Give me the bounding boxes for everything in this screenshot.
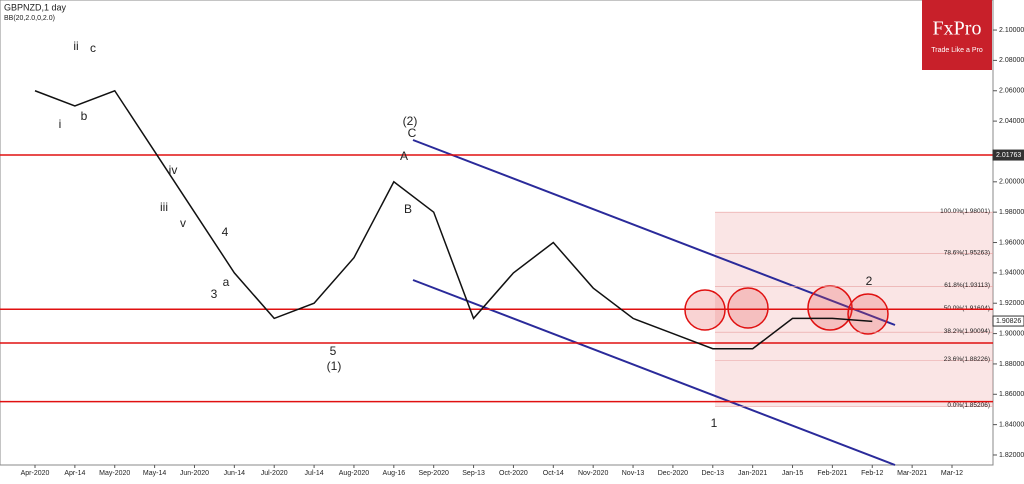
x-tick-label: Oct-14: [543, 470, 564, 477]
wave-label: a: [223, 275, 230, 289]
wave-label: i: [59, 117, 62, 131]
x-tick-label: Apr-2020: [21, 470, 50, 477]
y-tick-label: 1.84000: [999, 421, 1024, 428]
wave-label: iii: [160, 200, 168, 214]
x-tick-label: Aug-2020: [339, 470, 369, 477]
x-tick-label: Jun-14: [224, 470, 246, 477]
wave-label: c: [90, 41, 96, 55]
y-tick-label: 1.98000: [999, 209, 1024, 216]
circle: [847, 293, 889, 335]
logo-tagline: Trade Like a Pro: [931, 47, 983, 54]
x-tick-label: Jan-15: [782, 470, 804, 477]
x-tick-label: Sep-13: [462, 470, 485, 477]
x-tick-label: Sep-2020: [419, 470, 449, 477]
circle: [807, 285, 853, 331]
y-tick-label: 2.04000: [999, 118, 1024, 125]
circle: [684, 289, 726, 331]
channel-upper: [412, 139, 896, 326]
x-tick-label: Jul-2020: [261, 470, 288, 477]
wave-label: 4: [222, 225, 229, 239]
wave-label: 1: [711, 416, 718, 430]
fib-label: 100.0%(1.98001): [940, 208, 990, 215]
x-tick-label: May-2020: [99, 470, 130, 477]
channel-lower: [412, 279, 896, 466]
fib-label: 23.6%(1.88226): [944, 356, 990, 363]
price-tag: [992, 315, 1024, 327]
logo: FxPro: [933, 18, 982, 40]
price-tag-label: 1.90826: [996, 318, 1021, 325]
wave-label: C: [408, 126, 417, 140]
chart-title: GBPNZD,1 day: [4, 2, 67, 12]
fib-label: 61.8%(1.93113): [944, 282, 990, 289]
fib-label: 0.0%(1.85206): [947, 402, 990, 409]
logo-box: [922, 0, 992, 70]
wave-label: iv: [169, 163, 178, 177]
wave-label: b: [81, 109, 88, 123]
x-tick-label: Feb-12: [861, 470, 883, 477]
x-tick-label: Aug-16: [383, 470, 406, 477]
x-tick-label: Dec-2020: [658, 470, 688, 477]
wave-label: (2): [403, 114, 418, 128]
wave-label: B: [404, 202, 412, 216]
x-tick-label: Apr-14: [64, 470, 85, 477]
x-tick-label: Jan-2021: [738, 470, 767, 477]
price-tag-label: 2.01763: [996, 152, 1021, 159]
x-tick-label: Nov-13: [622, 470, 645, 477]
x-tick-label: Mar-2021: [897, 470, 927, 477]
x-tick-label: Mar-12: [941, 470, 963, 477]
y-tick-label: 1.90000: [999, 330, 1024, 337]
y-tick-label: 2.06000: [999, 88, 1024, 95]
fib-label: 78.6%(1.95263): [944, 249, 990, 256]
fib-label: 38.2%(1.90094): [944, 328, 990, 335]
wave-label: (1): [327, 359, 342, 373]
x-tick-label: Nov-2020: [578, 470, 608, 477]
x-tick-label: Feb-2021: [817, 470, 847, 477]
x-tick-label: May-14: [143, 470, 166, 477]
y-tick-label: 2.08000: [999, 57, 1024, 64]
wave-label: A: [400, 149, 408, 163]
x-tick-label: Dec-13: [701, 470, 724, 477]
y-tick-label: 1.96000: [999, 239, 1024, 246]
x-tick-label: Jul-14: [305, 470, 324, 477]
wave-label: 3: [211, 287, 218, 301]
circle: [727, 287, 769, 329]
wave-label: 2: [866, 274, 873, 288]
wave-label: 5: [330, 344, 337, 358]
x-tick-label: Jun-2020: [180, 470, 209, 477]
highlight-circles: [684, 285, 889, 335]
price-line: [34, 89, 873, 350]
wave-label: ii: [73, 39, 78, 53]
y-tick-label: 2.10000: [999, 27, 1024, 34]
y-tick-label: 1.94000: [999, 270, 1024, 277]
y-tick-label: 1.92000: [999, 300, 1024, 307]
x-tick-label: Oct-2020: [499, 470, 528, 477]
indicator-label: BB(20,2.0,0,2.0): [4, 15, 55, 22]
fib-label: 50.0%(1.91604): [944, 305, 990, 312]
y-tick-label: 1.86000: [999, 391, 1024, 398]
price-tag: [992, 149, 1024, 161]
wave-label: v: [180, 216, 186, 230]
y-tick-label: 1.88000: [999, 361, 1024, 368]
y-tick-label: 1.82000: [999, 452, 1024, 459]
y-tick-label: 2.00000: [999, 179, 1024, 186]
plot-frame: [0, 0, 994, 466]
